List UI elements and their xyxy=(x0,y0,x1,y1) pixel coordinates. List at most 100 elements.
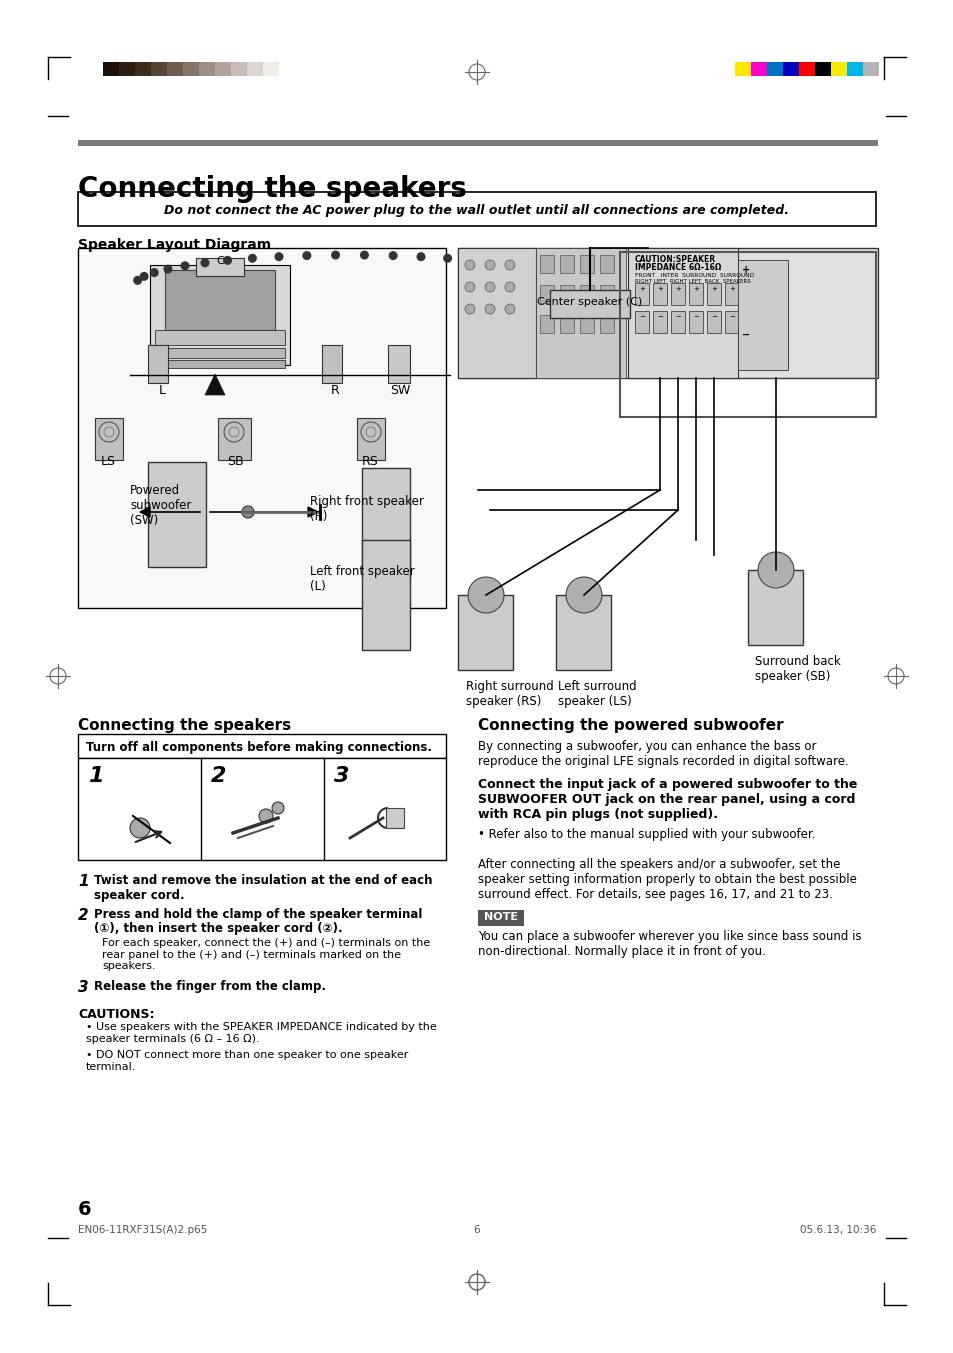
Circle shape xyxy=(527,265,536,273)
Circle shape xyxy=(484,260,495,271)
Bar xyxy=(231,62,247,76)
Text: 2: 2 xyxy=(78,908,89,923)
Text: LS: LS xyxy=(100,455,115,468)
Circle shape xyxy=(133,276,142,285)
Text: +: + xyxy=(741,265,749,275)
Text: Left front speaker
(L): Left front speaker (L) xyxy=(310,566,415,593)
Bar xyxy=(218,418,251,460)
Circle shape xyxy=(565,576,601,613)
Bar xyxy=(386,808,403,828)
Text: 2: 2 xyxy=(211,766,226,786)
Bar xyxy=(550,290,629,318)
Circle shape xyxy=(490,258,499,268)
Text: Surround back
speaker (SB): Surround back speaker (SB) xyxy=(754,655,840,683)
Polygon shape xyxy=(562,256,579,275)
Circle shape xyxy=(200,258,210,268)
Bar xyxy=(747,570,802,645)
Text: Right front speaker
(R): Right front speaker (R) xyxy=(310,495,423,524)
Circle shape xyxy=(504,304,515,314)
Bar xyxy=(103,62,119,76)
Bar xyxy=(119,62,135,76)
Text: R: R xyxy=(331,384,339,396)
Circle shape xyxy=(504,260,515,271)
Bar xyxy=(148,345,168,383)
Bar xyxy=(734,62,750,76)
Bar xyxy=(154,360,285,368)
Bar xyxy=(361,468,410,578)
Bar xyxy=(706,311,720,333)
Text: • Refer also to the manual supplied with your subwoofer.: • Refer also to the manual supplied with… xyxy=(477,828,815,842)
Text: By connecting a subwoofer, you can enhance the bass or
reproduce the original LF: By connecting a subwoofer, you can enhan… xyxy=(477,740,848,769)
Polygon shape xyxy=(205,373,225,395)
Text: −: − xyxy=(675,314,680,321)
Bar xyxy=(766,62,782,76)
Bar xyxy=(688,311,702,333)
Text: 05.6.13, 10:36: 05.6.13, 10:36 xyxy=(799,1224,875,1235)
Bar xyxy=(148,461,206,567)
Text: Connecting the powered subwoofer: Connecting the powered subwoofer xyxy=(477,718,782,733)
Text: CAUTIONS:: CAUTIONS: xyxy=(78,1008,154,1022)
Bar xyxy=(814,62,830,76)
Bar xyxy=(195,258,244,276)
Text: Connect the input jack of a powered subwoofer to the
SUBWOOFER OUT jack on the r: Connect the input jack of a powered subw… xyxy=(477,778,857,821)
Bar xyxy=(670,283,684,304)
Text: C: C xyxy=(216,256,224,267)
Bar xyxy=(135,62,151,76)
Bar xyxy=(724,311,739,333)
Circle shape xyxy=(540,268,550,277)
Bar xyxy=(599,254,614,273)
Circle shape xyxy=(510,261,519,271)
Text: Powered
subwoofer
(SW): Powered subwoofer (SW) xyxy=(130,484,192,528)
Text: CAUTION:SPEAKER: CAUTION:SPEAKER xyxy=(635,254,716,264)
Text: Release the finger from the clamp.: Release the finger from the clamp. xyxy=(94,980,326,993)
Text: +: + xyxy=(728,285,734,292)
Bar xyxy=(167,62,183,76)
Bar xyxy=(457,248,536,377)
Circle shape xyxy=(468,576,503,613)
Circle shape xyxy=(248,254,256,262)
Text: FRONT   INTER  SURROUND  SURROUND: FRONT INTER SURROUND SURROUND xyxy=(635,273,753,277)
Bar xyxy=(95,418,123,460)
Bar xyxy=(78,139,877,146)
Text: 6: 6 xyxy=(474,1224,479,1235)
Text: SW: SW xyxy=(390,384,410,396)
Bar xyxy=(214,62,231,76)
Text: +: + xyxy=(675,285,680,292)
Bar xyxy=(830,62,846,76)
Bar xyxy=(599,315,614,333)
Bar xyxy=(322,345,341,383)
Bar xyxy=(388,345,410,383)
Bar xyxy=(559,285,574,303)
Circle shape xyxy=(359,250,369,260)
Bar xyxy=(738,260,787,369)
Bar xyxy=(799,62,814,76)
Circle shape xyxy=(464,304,475,314)
Circle shape xyxy=(272,802,284,815)
Bar xyxy=(706,283,720,304)
Bar xyxy=(78,733,446,758)
Bar xyxy=(247,62,263,76)
Bar xyxy=(477,911,523,925)
Circle shape xyxy=(163,265,172,273)
Text: Center speaker (C): Center speaker (C) xyxy=(537,298,642,307)
Text: NOTE: NOTE xyxy=(483,912,517,921)
Text: • Use speakers with the SPEAKER IMPEDANCE indicated by the
speaker terminals (6 : • Use speakers with the SPEAKER IMPEDANC… xyxy=(86,1022,436,1043)
Text: +: + xyxy=(657,285,662,292)
Text: IMPEDANCE 6Ω–16Ω: IMPEDANCE 6Ω–16Ω xyxy=(635,262,720,272)
Text: Connecting the speakers: Connecting the speakers xyxy=(78,175,466,203)
Bar xyxy=(599,285,614,303)
Bar xyxy=(627,248,738,377)
Bar xyxy=(536,248,625,377)
Text: L: L xyxy=(158,384,165,396)
Text: RS: RS xyxy=(361,455,378,468)
Circle shape xyxy=(464,260,475,271)
Circle shape xyxy=(484,281,495,292)
Bar xyxy=(652,283,666,304)
Bar xyxy=(457,248,877,377)
Circle shape xyxy=(223,256,232,265)
Bar xyxy=(539,285,554,303)
Text: SB: SB xyxy=(227,455,243,468)
Text: 3: 3 xyxy=(78,980,89,994)
Text: Turn off all components before making connections.: Turn off all components before making co… xyxy=(86,741,432,754)
Bar xyxy=(579,254,594,273)
